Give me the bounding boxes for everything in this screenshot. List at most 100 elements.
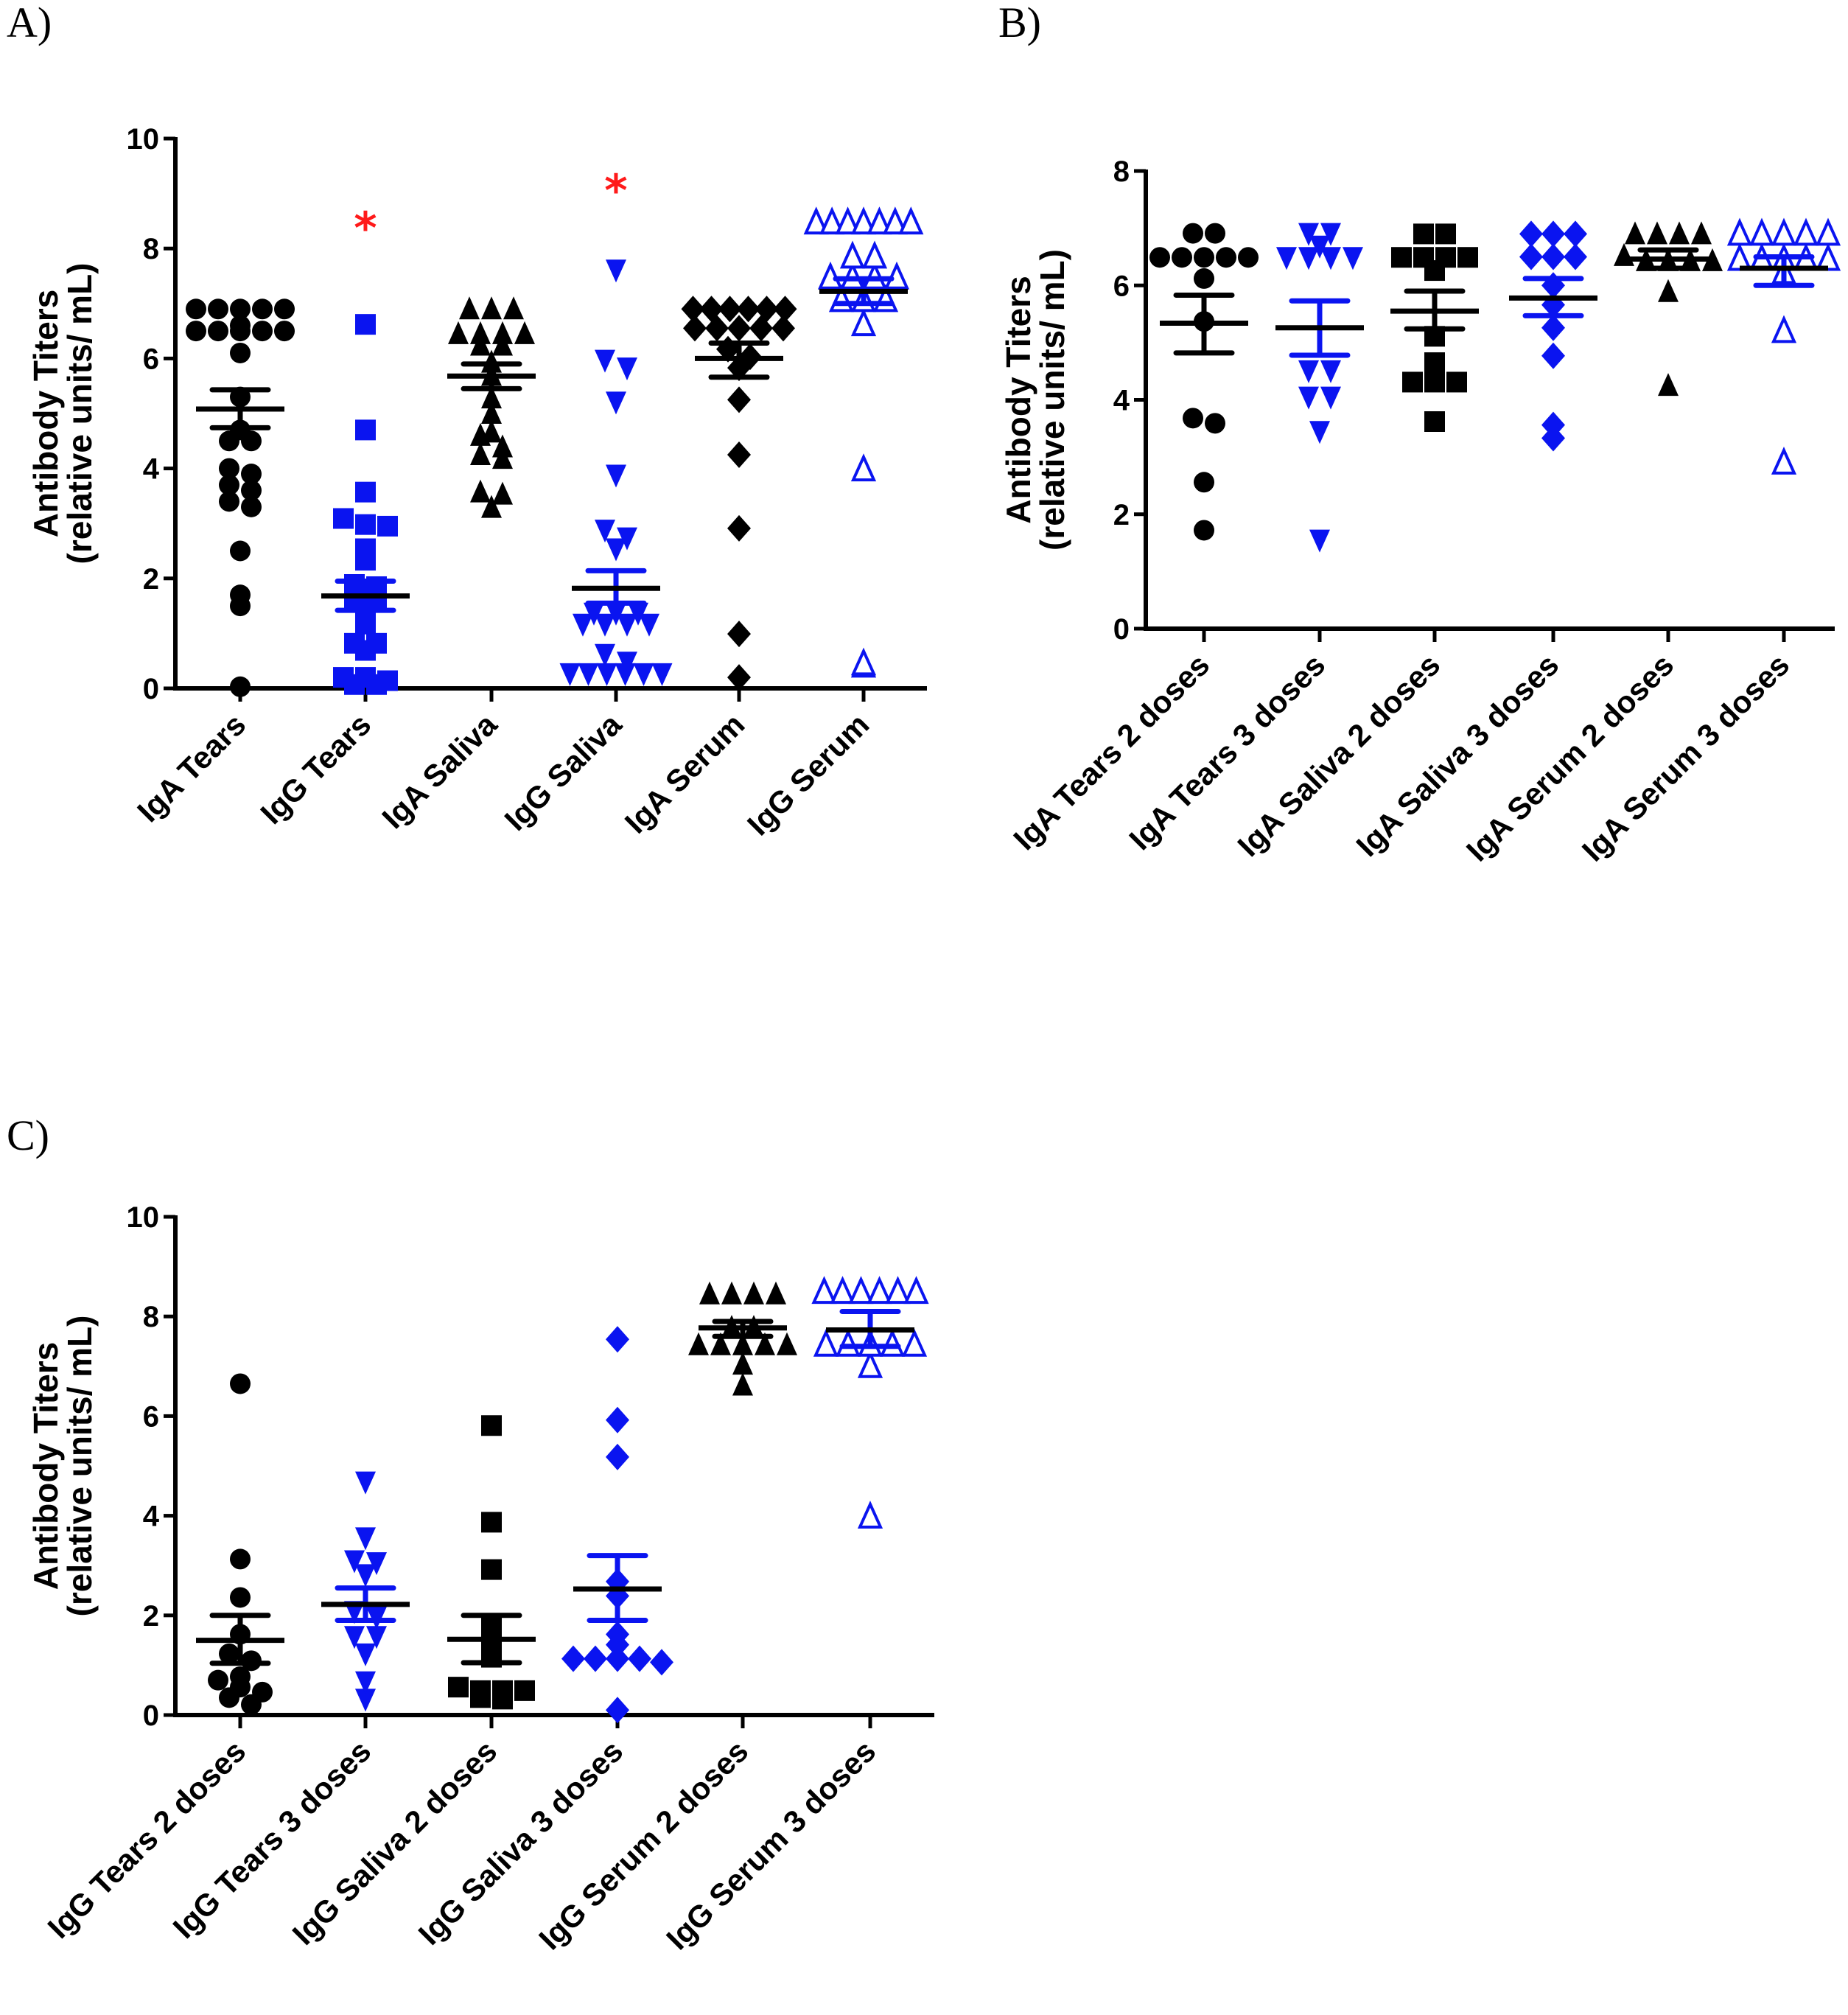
data-point-marker [355, 514, 376, 535]
data-point-marker [606, 538, 626, 562]
data-point-marker [219, 458, 239, 479]
data-point-marker [1541, 243, 1565, 270]
data-point-marker [835, 1328, 861, 1357]
data-point-marker [1183, 408, 1203, 429]
data-point-marker [732, 1372, 753, 1396]
y-tick-label: 0 [143, 1700, 159, 1732]
data-point-marker [481, 1512, 502, 1533]
data-point-marker [811, 1276, 837, 1305]
panel-label: C) [7, 1111, 49, 1159]
data-point-marker [1298, 386, 1319, 410]
data-point-marker [355, 538, 376, 559]
y-tick-label: 4 [143, 1501, 160, 1533]
data-point-marker [573, 613, 593, 637]
group-iga-serum-3-doses [1726, 217, 1841, 475]
panel-label: A) [7, 0, 52, 46]
data-point-marker [355, 1471, 376, 1495]
y-tick-label: 2 [143, 563, 159, 596]
data-point-marker [606, 391, 626, 415]
data-point-marker [1172, 247, 1192, 268]
data-point-marker [481, 1559, 502, 1580]
data-point-marker [492, 446, 513, 469]
data-point-marker [481, 296, 502, 320]
group-iga-saliva [447, 296, 536, 518]
data-point-marker [448, 321, 469, 344]
data-point-marker [1457, 247, 1478, 268]
y-tick-label: 0 [1113, 613, 1130, 646]
data-point-marker [1446, 371, 1467, 393]
data-point-marker [366, 1626, 387, 1649]
x-tick-label: IgA Saliva [375, 707, 504, 836]
data-point-marker [903, 1276, 929, 1305]
data-point-marker [850, 206, 877, 235]
data-point-marker [584, 602, 604, 626]
data-point-marker [333, 667, 354, 688]
data-point-marker [559, 663, 581, 686]
data-point-marker [355, 481, 376, 503]
data-point-marker [561, 1645, 585, 1672]
significance-asterisk: * [604, 165, 627, 217]
data-point-marker [492, 434, 513, 458]
data-point-marker [848, 1276, 874, 1305]
data-point-marker [186, 321, 206, 342]
data-point-marker [867, 1276, 892, 1305]
data-point-marker [777, 1332, 797, 1355]
data-point-marker [595, 643, 615, 667]
data-point-marker [628, 1645, 651, 1672]
group-iga-tears-3-doses [1275, 223, 1364, 553]
data-point-marker [1771, 447, 1797, 475]
data-point-marker [230, 676, 251, 697]
data-point-marker [230, 1666, 251, 1687]
data-point-marker [1298, 360, 1319, 383]
x-tick-label: IgA Tears 3 doses [1122, 647, 1331, 856]
data-point-marker [514, 1680, 535, 1701]
data-point-marker [1391, 247, 1412, 268]
data-point-marker [274, 321, 295, 342]
data-point-marker [595, 613, 615, 637]
group-iga-saliva-2-doses [1390, 223, 1479, 432]
data-point-marker [736, 296, 760, 323]
data-point-marker [1793, 217, 1819, 246]
data-point-marker [830, 1276, 855, 1305]
data-point-marker [1435, 247, 1456, 268]
data-point-marker [617, 357, 637, 381]
data-point-marker [1413, 247, 1434, 268]
data-point-marker [1194, 268, 1214, 289]
data-point-marker [492, 332, 513, 356]
data-point-marker [470, 479, 491, 503]
x-tick-label: IgA Tears 2 doses [1007, 647, 1216, 856]
y-tick-label: 8 [143, 1301, 159, 1333]
data-point-marker [377, 515, 398, 537]
y-tick-label: 10 [127, 1201, 160, 1234]
data-point-marker [628, 602, 648, 626]
y-axis-title: Antibody Titers [27, 1342, 65, 1590]
data-point-marker [492, 1680, 513, 1701]
x-tick-label: IgG Saliva [498, 707, 629, 837]
data-point-marker [615, 663, 636, 686]
data-point-marker [1309, 529, 1330, 553]
data-point-marker [1658, 279, 1679, 302]
data-point-marker [1564, 220, 1587, 248]
data-point-marker [1647, 221, 1667, 245]
group-igg-serum [803, 206, 924, 678]
data-point-marker [219, 1643, 239, 1664]
data-point-marker [743, 1281, 764, 1305]
y-tick-label: 4 [143, 453, 160, 486]
group-iga-serum [681, 296, 797, 691]
group-iga-tears-2-doses [1149, 223, 1259, 541]
data-point-marker [492, 321, 513, 344]
data-point-marker [448, 1677, 469, 1698]
x-tick-label: IgA Serum 2 doses [1460, 647, 1681, 868]
data-point-marker [1183, 223, 1203, 244]
data-point-marker [1541, 342, 1565, 369]
data-point-marker [1625, 221, 1645, 245]
data-point-marker [1669, 221, 1690, 245]
data-point-marker [1771, 315, 1797, 343]
data-point-marker [650, 1649, 673, 1676]
data-point-marker [606, 1443, 629, 1470]
data-point-marker [355, 1689, 376, 1712]
data-point-marker [867, 206, 892, 235]
data-point-marker [683, 315, 707, 342]
data-point-marker [470, 321, 491, 344]
